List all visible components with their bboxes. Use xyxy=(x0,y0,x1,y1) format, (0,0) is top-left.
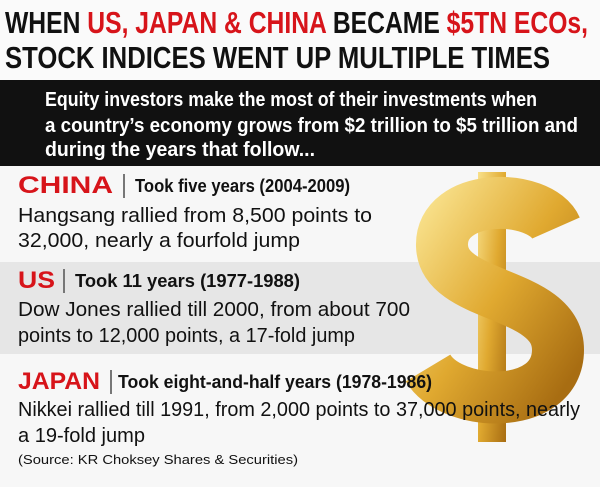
source: (Source: KR Choksey Shares & Securities) xyxy=(18,452,298,467)
body-line: Nikkei rallied till 1991, from 2,000 poi… xyxy=(18,399,580,421)
separator xyxy=(123,174,125,198)
body-line: a 19-fold jump xyxy=(18,425,145,447)
period: Took five years (2004-2009) xyxy=(135,176,350,196)
intro-line: Equity investors make the most of their … xyxy=(45,89,537,111)
title-segment: STOCK INDICES WENT UP MULTIPLE TIMES xyxy=(5,40,550,75)
intro-line: a country’s economy grows from $2 trilli… xyxy=(45,115,578,137)
body-line: Hangsang rallied from 8,500 points to xyxy=(18,205,372,227)
title-segment: US, JAPAN & CHINA xyxy=(87,5,326,40)
country: CHINA xyxy=(18,172,113,199)
title-segment: $5TN ECOs, xyxy=(446,5,588,40)
separator xyxy=(110,370,112,394)
body-line: 32,000, nearly a fourfold jump xyxy=(18,230,300,252)
body-line: Dow Jones rallied till 2000, from about … xyxy=(18,299,410,321)
title-segment: WHEN xyxy=(5,5,88,40)
title-line: WHEN US, JAPAN & CHINA BECAME $5TN ECOs, xyxy=(5,7,588,38)
dollar-s xyxy=(405,176,585,424)
header-band xyxy=(0,0,600,80)
period: Took eight-and-half years (1978-1986) xyxy=(118,372,432,392)
separator xyxy=(63,269,65,293)
body-line: points to 12,000 points, a 17-fold jump xyxy=(18,325,355,347)
intro-band xyxy=(0,80,600,166)
title-line: STOCK INDICES WENT UP MULTIPLE TIMES xyxy=(5,42,550,73)
country: JAPAN xyxy=(18,368,100,395)
period: Took 11 years (1977-1988) xyxy=(75,271,300,291)
title-segment: BECAME xyxy=(325,5,447,40)
country: US xyxy=(18,267,55,294)
intro-line: during the years that follow... xyxy=(45,139,315,161)
